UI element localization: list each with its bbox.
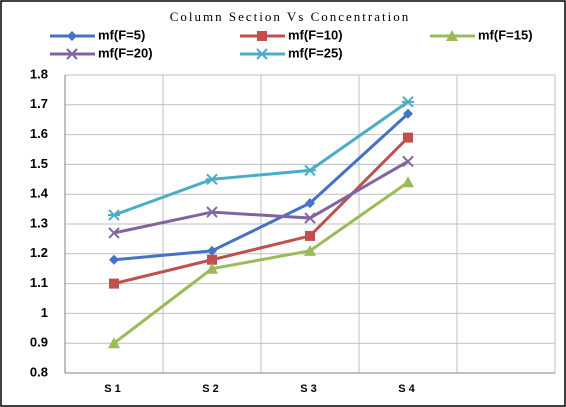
legend-marker (67, 31, 77, 41)
data-point (108, 209, 120, 221)
series-line (113, 112, 410, 262)
series-line (113, 160, 409, 235)
data-point (207, 245, 217, 256)
y-tick-label: 0.8 (30, 364, 48, 379)
legend-label: mf(F=20) (98, 45, 153, 60)
data-point (402, 96, 414, 108)
y-tick-label: 1.3 (30, 215, 48, 230)
x-tick-label: S1 (104, 383, 123, 395)
y-tick-label: 1.6 (30, 126, 48, 141)
y-tick-label: 1 (41, 305, 48, 320)
legend-marker (257, 31, 267, 41)
series-line (113, 136, 410, 286)
data-point (402, 176, 414, 188)
chart-title: Column Section Vs Concentration (170, 9, 411, 24)
data-point (108, 337, 120, 349)
data-point (305, 230, 315, 241)
y-tick-label: 1.5 (30, 156, 48, 171)
data-point (304, 212, 316, 224)
y-tick-label: 1.8 (30, 66, 48, 81)
x-tick-label: S2 (202, 383, 221, 395)
series-line (113, 100, 409, 217)
y-tick-label: 1.1 (30, 275, 48, 290)
data-point (206, 262, 218, 274)
y-tick-label: 0.9 (30, 335, 48, 350)
legend-label: mf(F=15) (478, 27, 533, 42)
data-point (206, 206, 218, 218)
legend-marker (446, 30, 458, 41)
data-point (305, 198, 315, 209)
data-point (304, 164, 316, 177)
y-tick-label: 1.4 (30, 186, 49, 201)
x-tick-label: S3 (300, 383, 319, 395)
y-tick-label: 1.7 (30, 96, 48, 111)
data-point (207, 254, 217, 265)
data-point (109, 254, 119, 265)
data-point (108, 227, 120, 239)
data-point (402, 155, 414, 168)
data-point (304, 244, 316, 256)
series-line (113, 181, 409, 345)
x-tick-label: S4 (398, 383, 417, 395)
legend-marker (66, 48, 78, 60)
legend-label: mf(F=10) (288, 27, 343, 42)
legend-label: mf(F=25) (288, 45, 343, 60)
legend-label: mf(F=5) (98, 27, 145, 42)
y-tick-label: 1.2 (30, 245, 48, 260)
data-point (109, 278, 119, 289)
data-point (403, 132, 413, 143)
data-point (206, 173, 218, 186)
data-point (403, 108, 413, 119)
legend-marker (256, 48, 268, 60)
